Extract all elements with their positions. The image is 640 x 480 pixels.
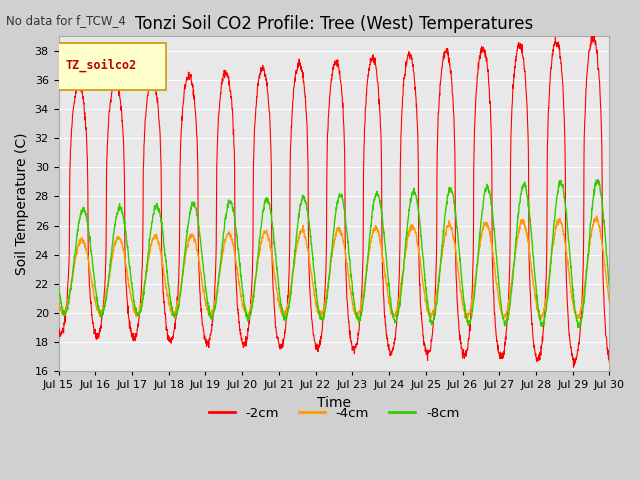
Y-axis label: Soil Temperature (C): Soil Temperature (C): [15, 132, 29, 275]
Title: Tonzi Soil CO2 Profile: Tree (West) Temperatures: Tonzi Soil CO2 Profile: Tree (West) Temp…: [135, 15, 533, 33]
Legend: -2cm, -4cm, -8cm: -2cm, -4cm, -8cm: [204, 402, 465, 425]
FancyBboxPatch shape: [51, 43, 166, 90]
X-axis label: Time: Time: [317, 396, 351, 410]
Text: No data for f_TCW_4: No data for f_TCW_4: [6, 14, 126, 27]
Text: TZ_soilco2: TZ_soilco2: [65, 59, 136, 72]
